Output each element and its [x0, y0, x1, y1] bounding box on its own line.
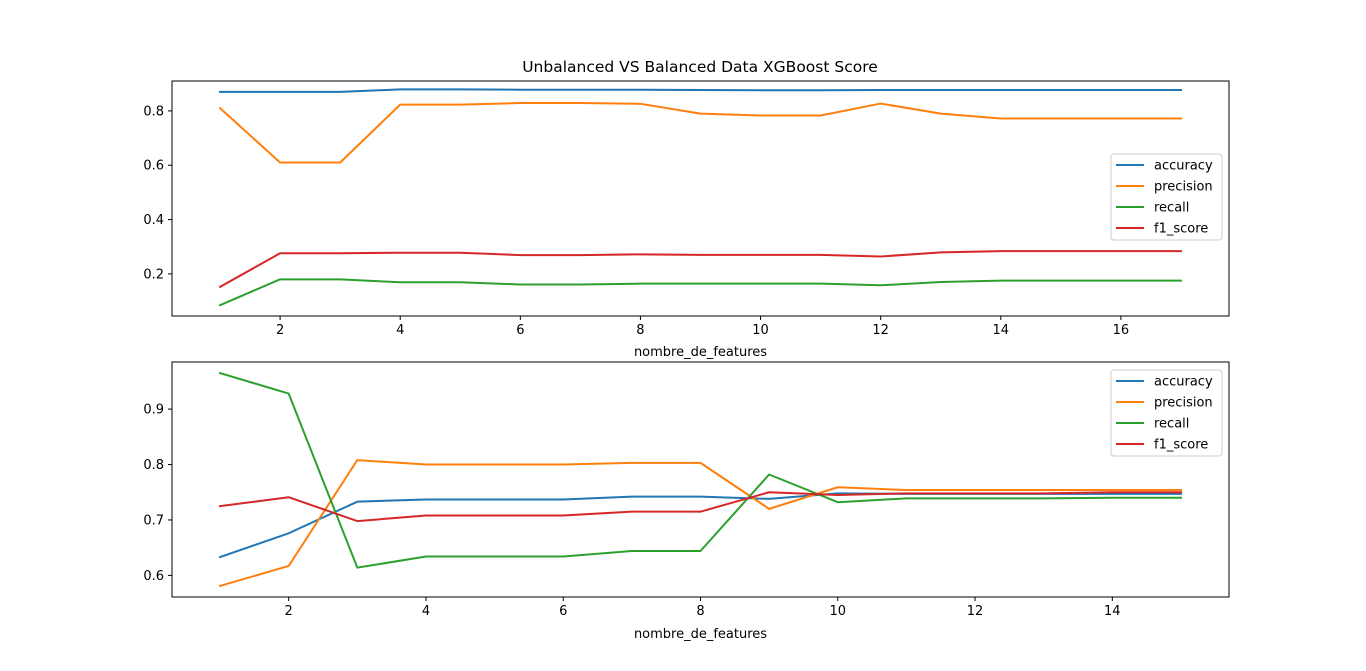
legend: accuracy precision recall f1_score: [1110, 369, 1223, 457]
series-line-precision: [218, 102, 1182, 164]
y-tick-label: 0.8: [143, 104, 164, 119]
legend-label-recall: recall: [1154, 417, 1189, 432]
x-axis-label: nombre_de_features: [634, 345, 767, 360]
y-tick-label: 0.4: [143, 213, 164, 228]
y-tick-label: 0.7: [143, 513, 164, 528]
x-tick-label: 6: [516, 323, 524, 338]
y-tick-label: 0.9: [143, 403, 164, 418]
x-tick-label: 2: [276, 323, 284, 338]
x-tick-label: 12: [872, 323, 889, 338]
x-tick-label: 4: [422, 604, 430, 619]
series-line-f1-score: [218, 250, 1182, 289]
x-tick-label: 10: [752, 323, 769, 338]
legend-label-recall: recall: [1154, 201, 1189, 216]
y-tick-label: 0.6: [143, 569, 164, 584]
x-tick-label: 4: [396, 323, 404, 338]
chart-title: Unbalanced VS Balanced Data XGBoost Scor…: [522, 58, 878, 76]
x-tick-label: 8: [636, 323, 644, 338]
legend-label-accuracy: accuracy: [1154, 159, 1213, 174]
x-tick-label: 14: [1104, 604, 1121, 619]
legend-frame: [1110, 369, 1223, 457]
legend-frame: [1110, 153, 1223, 241]
x-tick-label: 2: [285, 604, 293, 619]
series-line-precision: [218, 459, 1182, 588]
x-axis-label: nombre_de_features: [634, 627, 767, 642]
x-tick-label: 16: [1113, 323, 1130, 338]
x-tick-label: 14: [993, 323, 1010, 338]
x-tick-label: 8: [696, 604, 704, 619]
legend: accuracy precision recall f1_score: [1110, 153, 1223, 241]
axes-frame: [171, 80, 1230, 317]
x-tick-label: 12: [967, 604, 984, 619]
panel-balanced: 2 4 6 8 10 12 14 0.6 0.7 0.8 0.9 nombre_de_features…: [143, 361, 1230, 642]
x-tick-label: 10: [829, 604, 846, 619]
series-line-f1-score: [218, 491, 1182, 523]
series-line-accuracy: [219, 88, 1182, 93]
x-tick-label: 6: [559, 604, 567, 619]
panel-unbalanced: 2 4 6 8 10 12 14 16 0.2 0.4 0.6 0.8 nombre_de_featur…: [143, 80, 1230, 360]
y-tick-label: 0.2: [143, 267, 164, 282]
series-line-recall: [218, 278, 1182, 307]
legend-label-accuracy: accuracy: [1154, 375, 1213, 390]
legend-label-f1-score: f1_score: [1154, 222, 1208, 237]
y-tick-label: 0.8: [143, 458, 164, 473]
legend-label-f1-score: f1_score: [1154, 438, 1208, 453]
legend-label-precision: precision: [1154, 180, 1213, 195]
y-tick-label: 0.6: [143, 159, 164, 174]
series-line-recall: [218, 371, 1182, 569]
legend-label-precision: precision: [1154, 396, 1213, 411]
